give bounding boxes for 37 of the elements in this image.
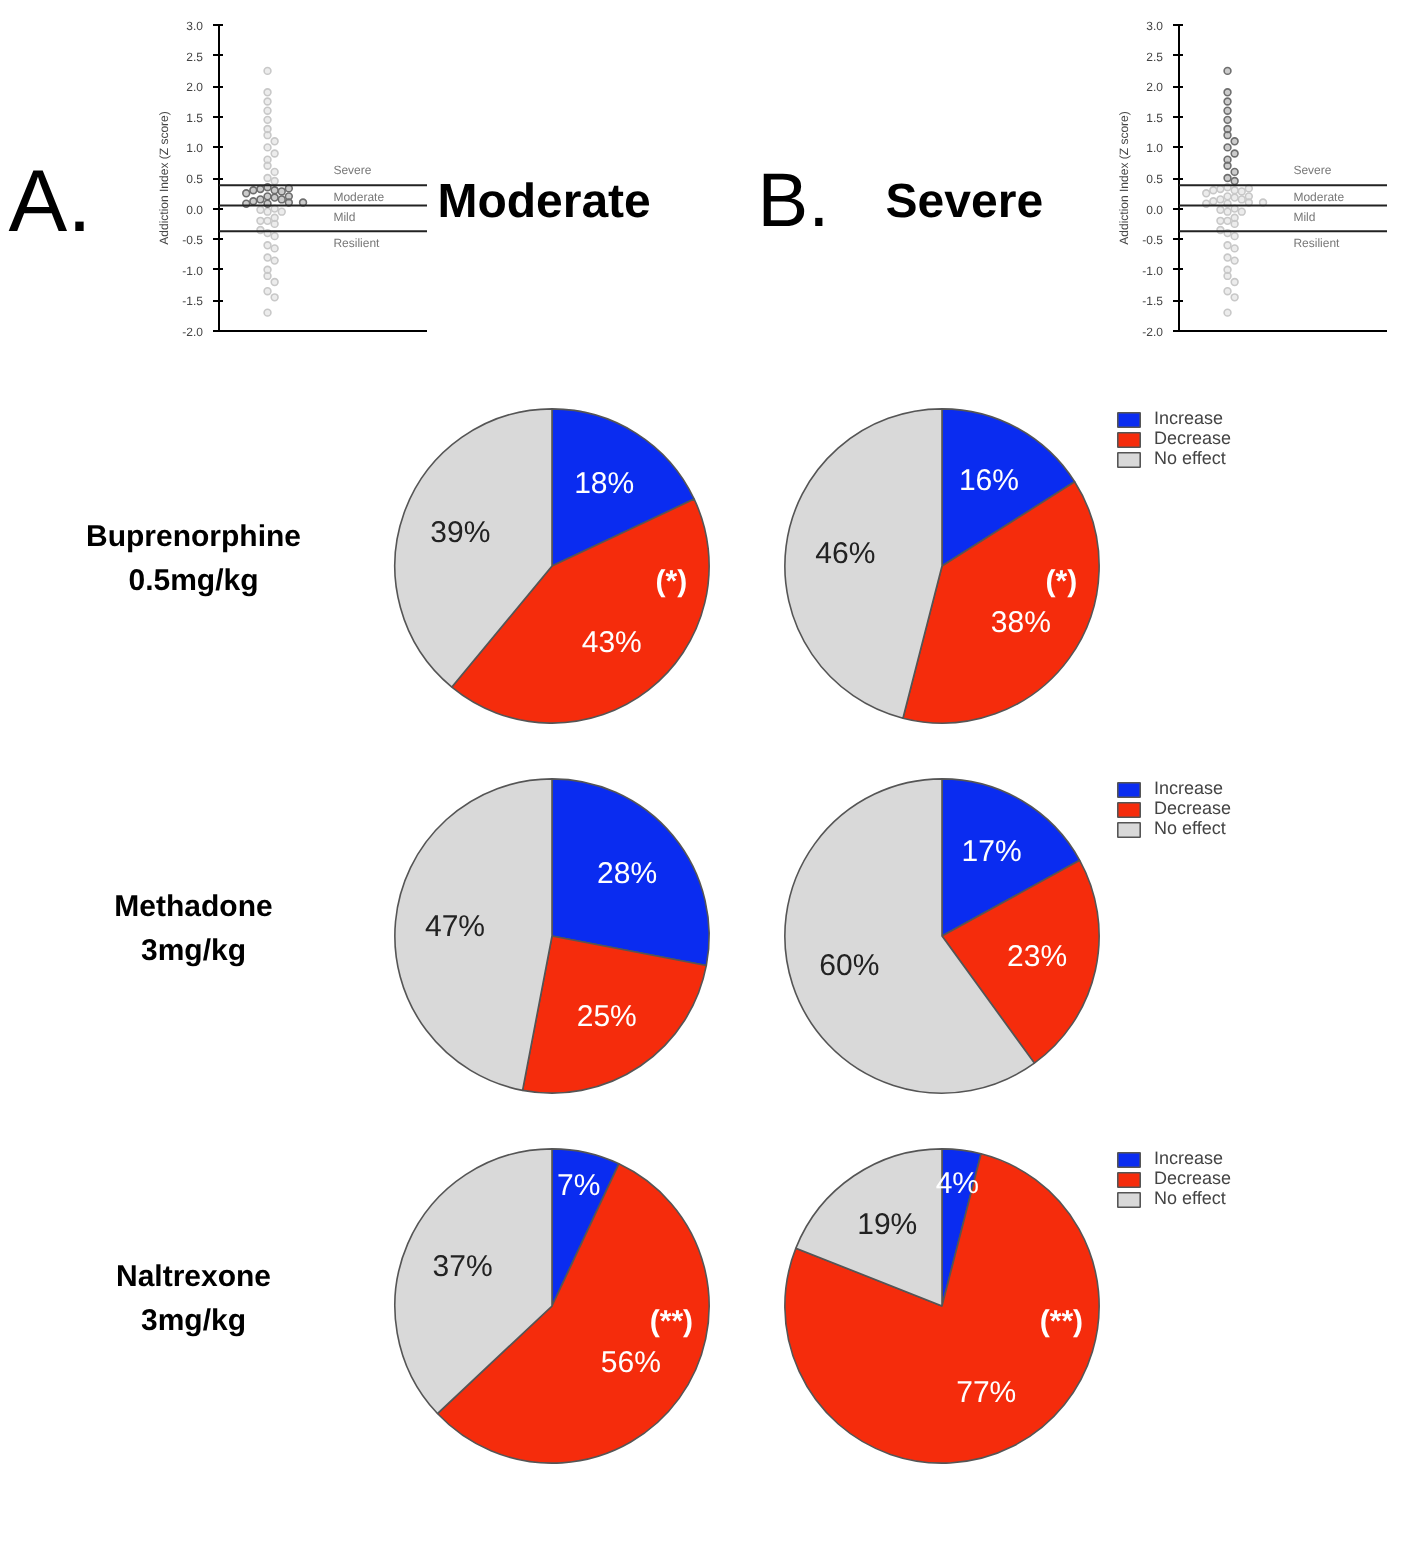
data-label: 18% xyxy=(574,466,635,501)
data-label: 56% xyxy=(600,1346,661,1381)
data-label: 77% xyxy=(956,1375,1017,1410)
legend-label: Decrease xyxy=(1154,798,1232,818)
legend-label: No effect xyxy=(1154,448,1226,468)
legend-label: No effect xyxy=(1154,818,1226,838)
text: Severe xyxy=(885,175,1044,230)
text: Buprenorphine 0.5mg/kg xyxy=(86,520,301,599)
text: Moderate xyxy=(437,175,651,230)
data-label: 60% xyxy=(819,949,880,984)
text: (*) xyxy=(1045,564,1078,599)
data-label: 43% xyxy=(581,625,642,660)
text: (**) xyxy=(649,1304,694,1339)
data-label: 25% xyxy=(576,999,637,1034)
legend-label: Increase xyxy=(1154,408,1224,428)
data-label: 7% xyxy=(557,1169,601,1204)
data-label: 46% xyxy=(815,536,876,571)
data-label: 28% xyxy=(597,856,658,891)
data-label: 39% xyxy=(430,516,491,550)
legend-label: Decrease xyxy=(1154,1168,1232,1188)
legend-label: Increase xyxy=(1154,778,1224,798)
data-label: 17% xyxy=(961,835,1022,870)
data-label: 38% xyxy=(990,606,1051,641)
legend-label: No effect xyxy=(1154,1188,1226,1208)
text: (*) xyxy=(655,564,688,599)
data-label: 19% xyxy=(857,1208,918,1243)
data-label: 47% xyxy=(424,909,486,944)
text: Methadone 3mg/kg xyxy=(114,890,273,969)
text: A. xyxy=(8,153,92,252)
data-label: 23% xyxy=(1007,940,1068,975)
text: B. xyxy=(757,160,830,245)
data-label: 16% xyxy=(958,463,1019,498)
text: Naltrexone 3mg/kg xyxy=(115,1260,272,1339)
legend-label: Decrease xyxy=(1154,428,1232,448)
text: (**) xyxy=(1039,1304,1084,1339)
legend-label: Increase xyxy=(1154,1148,1224,1168)
data-label: 37% xyxy=(432,1250,493,1285)
